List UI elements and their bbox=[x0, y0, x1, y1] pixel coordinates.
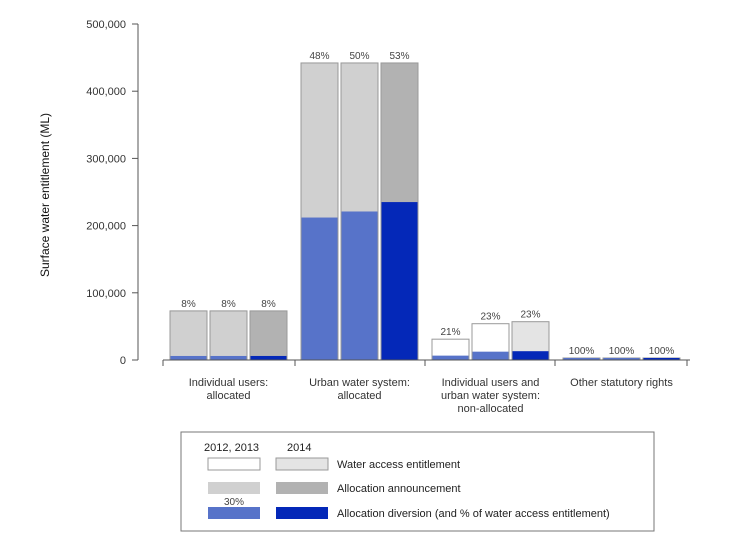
bar-diversion bbox=[643, 357, 680, 360]
x-category-label: Other statutory rights bbox=[570, 377, 673, 389]
legend-label: Allocation diversion (and % of water acc… bbox=[337, 508, 610, 520]
legend-sample-percent: 30% bbox=[224, 497, 244, 508]
x-category-label: non-allocated bbox=[457, 403, 523, 415]
x-category-label: allocated bbox=[337, 390, 381, 402]
bar-percent-label: 100% bbox=[609, 346, 635, 357]
bar-announcement bbox=[209, 310, 248, 361]
bars: 8% 8% 8% 48% 50% 53% 21% 23% 23% 100% 100% 100% bbox=[169, 51, 681, 361]
y-tick-label: 400,000 bbox=[86, 86, 126, 98]
bar-percent-label: 100% bbox=[569, 346, 595, 357]
bar-diversion bbox=[301, 217, 338, 360]
bar-diversion bbox=[432, 355, 469, 360]
x-category-label: urban water system: bbox=[441, 390, 540, 402]
legend-label: Water access entitlement bbox=[337, 459, 460, 471]
bar-diversion bbox=[472, 351, 509, 360]
bar-diversion bbox=[250, 355, 287, 360]
bar-diversion bbox=[381, 202, 418, 360]
legend-swatch-2014 bbox=[275, 457, 329, 471]
bar-diversion bbox=[563, 357, 600, 360]
bar-diversion bbox=[341, 211, 378, 360]
y-axis-label: Surface water entitlement (ML) bbox=[38, 113, 52, 277]
bar-announcement bbox=[169, 310, 208, 361]
bar-percent-label: 21% bbox=[440, 327, 460, 338]
x-category-label: Individual users and bbox=[442, 377, 540, 389]
bar-percent-label: 53% bbox=[389, 51, 409, 62]
legend-swatch-early bbox=[208, 482, 260, 494]
x-category-label: allocated bbox=[206, 390, 250, 402]
legend-label: Allocation announcement bbox=[337, 483, 461, 495]
bar-diversion bbox=[170, 355, 207, 360]
legend-swatch-2014 bbox=[276, 482, 328, 494]
legend-header-2014: 2014 bbox=[287, 442, 311, 454]
legend-swatch-early bbox=[208, 507, 260, 519]
bar-percent-label: 48% bbox=[309, 51, 329, 62]
bar-diversion bbox=[210, 355, 247, 360]
bar-percent-label: 8% bbox=[181, 299, 196, 310]
legend-swatch-early bbox=[207, 457, 261, 471]
bar-percent-label: 50% bbox=[349, 51, 369, 62]
legend-header-early: 2012, 2013 bbox=[204, 442, 259, 454]
bar-percent-label: 23% bbox=[480, 312, 500, 323]
y-axis: 0 100,000 200,000 300,000 400,000 500,000 bbox=[86, 19, 139, 367]
bar-percent-label: 8% bbox=[221, 299, 236, 310]
bar-percent-label: 100% bbox=[649, 346, 675, 357]
x-category-label: Individual users: bbox=[189, 377, 269, 389]
y-tick-label: 300,000 bbox=[86, 153, 126, 165]
bar-percent-label: 8% bbox=[261, 299, 276, 310]
y-tick-label: 500,000 bbox=[86, 19, 126, 31]
y-tick-label: 100,000 bbox=[86, 288, 126, 300]
bar-percent-label: 23% bbox=[520, 310, 540, 321]
y-tick-label: 200,000 bbox=[86, 221, 126, 233]
bar-announcement bbox=[249, 310, 288, 361]
legend: 2012, 2013 2014 Water access entitlement Al… bbox=[180, 431, 655, 532]
x-category-label: Urban water system: bbox=[309, 377, 410, 389]
bar-diversion bbox=[603, 357, 640, 360]
legend-swatch-2014 bbox=[276, 507, 328, 519]
y-tick-label: 0 bbox=[120, 355, 126, 367]
bar-diversion bbox=[512, 351, 549, 360]
